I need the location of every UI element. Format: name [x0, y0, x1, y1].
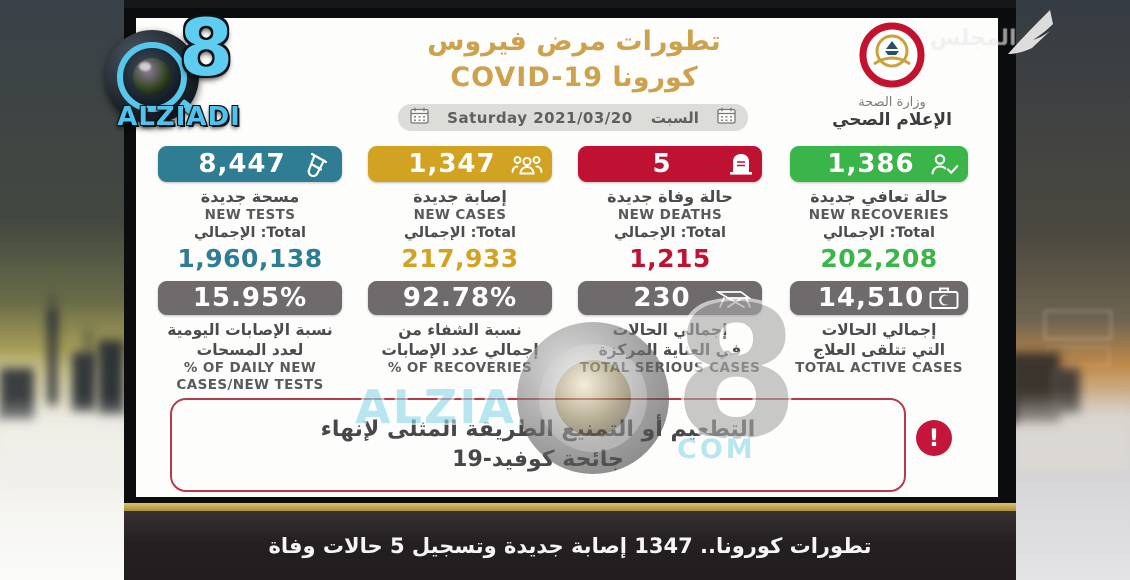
stat-value: 15.95%: [192, 283, 308, 313]
stat-card-positivity-rate: 15.95% نسبة الإصابات اليومية لعدد المسحا…: [158, 281, 342, 394]
stat-card-new-deaths: 5 حالة وفاة جديدة NEW DEATHS الإجمالي :T…: [578, 146, 762, 274]
sail-icon: [1002, 8, 1066, 64]
stat-label-arabic: في العناية المركزة: [598, 341, 742, 359]
ministry-of-health-emblem-icon: [859, 22, 925, 88]
background-studio-right: [1016, 0, 1130, 580]
stat-label-arabic: لعدد المسحات: [196, 341, 304, 359]
channel-name: المجلس: [930, 26, 1017, 51]
stat-value: 92.78%: [402, 283, 518, 313]
stat-label-arabic: التي تتلقى العلاج: [812, 341, 946, 359]
vaccination-notice: التطعيم أو التمنيع الطريقة المثلى لإنهاء…: [170, 398, 906, 492]
stat-total-value: 1,960,138: [177, 244, 323, 273]
stat-value-box: 230: [578, 281, 762, 315]
stat-value: 14,510: [817, 283, 925, 313]
logo-name: ALZIADI: [117, 102, 241, 132]
stat-card-new-recoveries: 1,386 حالة تعافي جديدة NEW RECOVERIES ال…: [790, 146, 968, 274]
recovered-person-icon: [928, 152, 960, 176]
title-line1: تطورات مرض فيروس: [427, 26, 721, 57]
stat-card-new-cases: 1,347 إصابة جديدة NEW CASES الإجمالي :To…: [368, 146, 552, 274]
stat-value-box: 5: [578, 146, 762, 182]
calendar-icon: [410, 107, 429, 128]
stat-total-label: الإجمالي :Total: [194, 225, 306, 241]
title-line2: كورونا COVID-19: [450, 62, 698, 93]
q8-alziadi-logo: 8 ALZIADI: [95, 6, 263, 132]
stat-value: 1,386: [827, 149, 915, 179]
stat-total-label: الإجمالي :Total: [823, 225, 935, 241]
date-arabic: السبت: [650, 108, 699, 127]
stat-label-english: TOTAL ACTIVE CASES: [795, 360, 963, 376]
stat-label-arabic: حالة وفاة جديدة: [607, 187, 733, 206]
gold-divider: [124, 503, 1016, 511]
stat-value-box: 14,510: [790, 281, 968, 315]
stat-label-arabic: إجمالي الحالات: [612, 321, 728, 339]
stat-label-arabic: إصابة جديدة: [413, 187, 507, 206]
stat-card-active-cases: 14,510 إجمالي الحالات التي تتلقى العلاج …: [790, 281, 968, 377]
stat-label-arabic: إجمالي الحالات: [821, 321, 937, 339]
stat-label-english: NEW RECOVERIES: [808, 207, 950, 223]
stat-label-english: NEW DEATHS: [617, 207, 723, 223]
studio-screen: [1044, 310, 1112, 340]
background-top-band: [0, 0, 1130, 9]
stat-total-value: 1,215: [629, 244, 711, 273]
ministry-block: وزارة الصحة الإعلام الصحي: [824, 22, 960, 130]
stat-value-box: 15.95%: [158, 281, 342, 315]
stat-card-recovery-rate: 92.78% نسبة الشفاء من إجمالي عدد الإصابا…: [368, 281, 552, 377]
notice-line1: التطعيم أو التمنيع الطريقة المثلى لإنهاء: [320, 417, 756, 442]
notice-line2: جائحة كوفيد-19: [452, 447, 624, 472]
stat-value-box: 1,347: [368, 146, 552, 182]
news-ticker: تطورات كورونا.. 1347 إصابة جديدة وتسجيل …: [124, 511, 1016, 580]
stat-value-box: 1,386: [790, 146, 968, 182]
channel-logo: المجلس: [930, 6, 1106, 70]
stat-label-arabic: نسبة الإصابات اليومية: [167, 321, 333, 339]
ministry-department: الإعلام الصحي: [832, 110, 952, 130]
people-icon: [510, 152, 544, 176]
background-skyline-left: [0, 0, 124, 580]
stat-value: 8,447: [198, 149, 286, 179]
skyline-fog: [0, 398, 124, 488]
tombstone-icon: [728, 151, 754, 177]
stretcher-icon: [716, 287, 754, 309]
test-tube-icon: [304, 151, 334, 177]
alert-exclamation-icon: !: [916, 420, 952, 456]
ministry-name: وزارة الصحة: [858, 95, 926, 110]
stat-label-arabic: حالة تعافي جديدة: [810, 187, 948, 206]
stat-card-new-tests: 8,447 مسحة جديدة NEW TESTS الإجمالي :Tot…: [158, 146, 342, 274]
infographic-card: وزارة الصحة الإعلام الصحي تطورات مرض فير…: [136, 18, 998, 497]
date-english: Saturday 2021/03/20: [447, 108, 633, 127]
skyline-tower: [48, 307, 57, 407]
stat-total-value: 202,208: [820, 244, 938, 273]
stat-label-arabic: نسبة الشفاء من: [398, 321, 522, 339]
skyline-building: [86, 330, 90, 375]
ticker-headline: تطورات كورونا.. 1347 إصابة جديدة وتسجيل …: [268, 533, 872, 558]
stat-value: 1,347: [408, 149, 496, 179]
stat-value-box: 92.78%: [368, 281, 552, 315]
stat-label-english: TOTAL SERIOUS CASES: [579, 360, 761, 376]
stat-value: 5: [652, 149, 672, 179]
stat-value-box: 8,447: [158, 146, 342, 182]
studio-fog: [1016, 392, 1130, 472]
stat-label-arabic: مسحة جديدة: [200, 187, 300, 206]
calendar-icon: [717, 107, 736, 128]
date-bar: Saturday 2021/03/20 السبت: [398, 104, 748, 131]
lens-glint: [139, 62, 151, 71]
stat-total-label: الإجمالي :Total: [614, 225, 726, 241]
stat-value: 230: [633, 283, 691, 313]
stat-total-label: الإجمالي :Total: [404, 225, 516, 241]
stat-label-english: NEW TESTS: [204, 207, 296, 223]
stat-label-arabic: إجمالي عدد الإصابات: [381, 341, 539, 359]
stat-label-english: % OF DAILY NEW CASES/NEW TESTS: [176, 360, 324, 393]
medical-bag-icon: [928, 285, 960, 311]
stat-label-english: NEW CASES: [413, 207, 507, 223]
page-title: تطورات مرض فيروس كورونا COVID-19: [354, 24, 794, 96]
stat-label-english: % OF RECOVERIES: [387, 360, 533, 376]
stat-total-value: 217,933: [401, 244, 519, 273]
logo-numeral: 8: [179, 4, 234, 94]
stat-card-serious-cases: 230 إجمالي الحالات في العناية المركزة TO…: [578, 281, 762, 377]
